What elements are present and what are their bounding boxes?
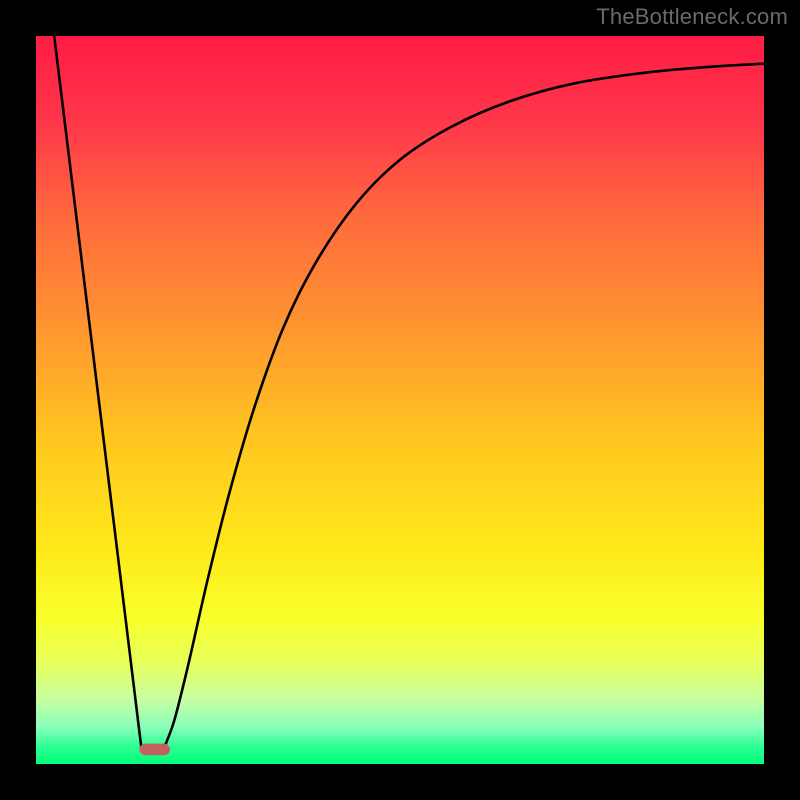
plot-area (36, 36, 764, 764)
watermark-text: TheBottleneck.com (596, 4, 788, 30)
gradient-background (36, 36, 764, 764)
minimum-marker (139, 744, 170, 756)
chart-container: TheBottleneck.com (0, 0, 800, 800)
chart-svg (36, 36, 764, 764)
